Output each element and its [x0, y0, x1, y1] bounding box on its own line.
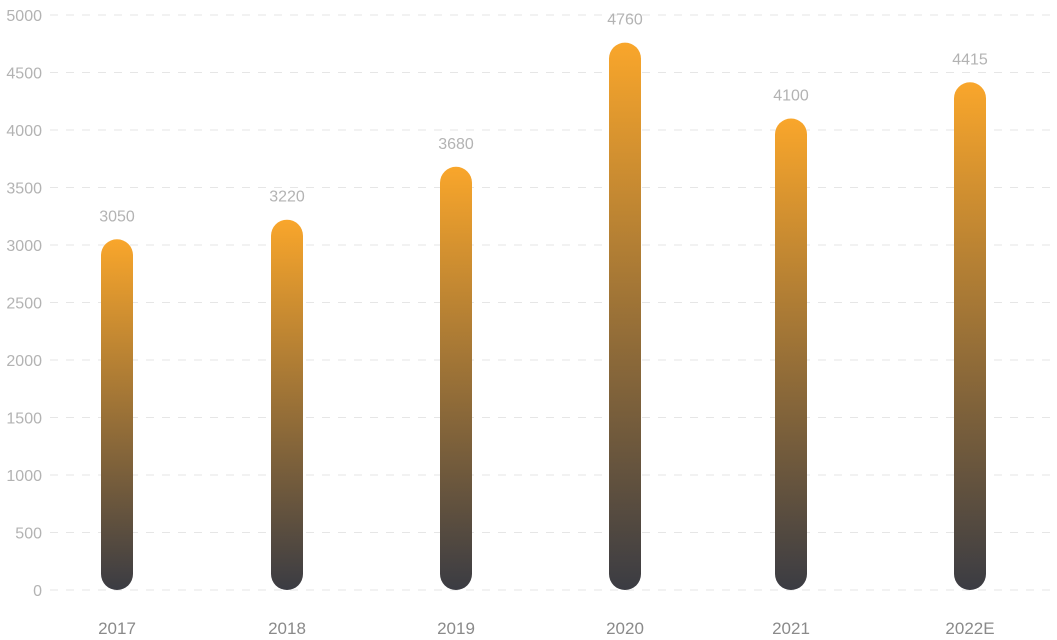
bar-2022E	[954, 82, 986, 591]
x-axis-ticks: 2017 2018 2019 2020 2021 2022E	[98, 619, 995, 638]
data-label-2021: 4100	[773, 88, 809, 105]
data-label-2018: 3220	[269, 189, 305, 206]
data-label-2019: 3680	[438, 136, 474, 153]
data-label-2022E: 4415	[952, 51, 988, 68]
x-tick-label-2020: 2020	[606, 619, 644, 638]
bar-2019	[440, 166, 472, 591]
data-labels: 3050 3220 3680 4760 4100 4415	[99, 12, 988, 226]
y-tick-label: 4500	[6, 66, 42, 83]
y-axis-ticks: 0 500 1000 1500 2000 2500 3000 3500 4000 4500 5000	[6, 8, 42, 600]
y-tick-label: 4000	[6, 123, 42, 140]
bar-2021	[775, 118, 807, 590]
y-tick-label: 0	[33, 583, 42, 600]
y-tick-label: 5000	[6, 8, 42, 25]
y-tick-label: 1000	[6, 468, 42, 485]
y-tick-label: 2500	[6, 296, 42, 313]
bars	[101, 42, 986, 591]
bar-2018	[271, 219, 303, 590]
x-tick-label-2022E: 2022E	[945, 619, 994, 638]
y-tick-label: 2000	[6, 353, 42, 370]
bar-2017	[101, 239, 133, 590]
y-tick-label: 500	[15, 526, 42, 543]
data-label-2017: 3050	[99, 208, 135, 225]
data-label-2020: 4760	[607, 12, 643, 29]
y-tick-label: 1500	[6, 411, 42, 428]
y-tick-label: 3000	[6, 238, 42, 255]
x-tick-label-2017: 2017	[98, 619, 136, 638]
grid-layer	[50, 14, 1057, 591]
x-tick-label-2018: 2018	[268, 619, 306, 638]
x-tick-label-2021: 2021	[772, 619, 810, 638]
bar-2020	[609, 42, 641, 591]
x-tick-label-2019: 2019	[437, 619, 475, 638]
y-tick-label: 3500	[6, 181, 42, 198]
